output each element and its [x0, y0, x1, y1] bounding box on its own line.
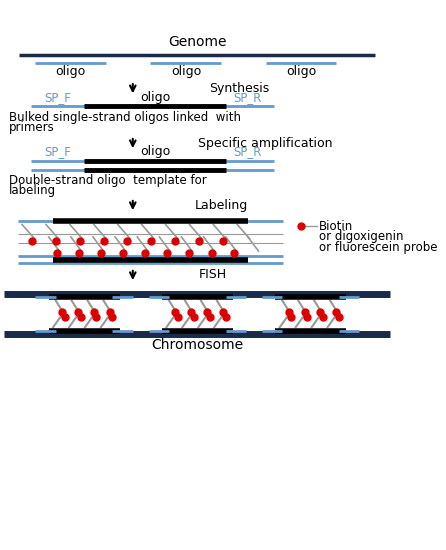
Text: oligo: oligo [286, 65, 316, 78]
Text: Specific amplification: Specific amplification [198, 136, 333, 150]
Text: or fluorescein probe: or fluorescein probe [319, 241, 437, 254]
Text: labeling: labeling [9, 184, 56, 196]
Text: FISH: FISH [198, 268, 227, 282]
Text: Labeling: Labeling [195, 199, 248, 212]
Text: SP_F: SP_F [44, 145, 71, 158]
Text: oligo: oligo [56, 65, 86, 78]
Text: oligo: oligo [140, 91, 170, 103]
Text: SP_F: SP_F [44, 91, 71, 103]
Text: Double-strand oligo  template for: Double-strand oligo template for [9, 174, 206, 187]
Text: oligo: oligo [140, 145, 170, 158]
Text: Bulked single-strand oligos linked  with: Bulked single-strand oligos linked with [9, 111, 241, 124]
Text: primers: primers [9, 120, 54, 134]
Text: Genome: Genome [168, 35, 227, 49]
Text: Synthesis: Synthesis [209, 82, 269, 95]
Text: SP_R: SP_R [234, 91, 262, 103]
Text: oligo: oligo [171, 65, 201, 78]
Text: Biotin: Biotin [319, 220, 353, 233]
Text: or digoxigenin: or digoxigenin [319, 230, 403, 244]
Text: Chromosome: Chromosome [151, 338, 244, 352]
Text: SP_R: SP_R [234, 145, 262, 158]
